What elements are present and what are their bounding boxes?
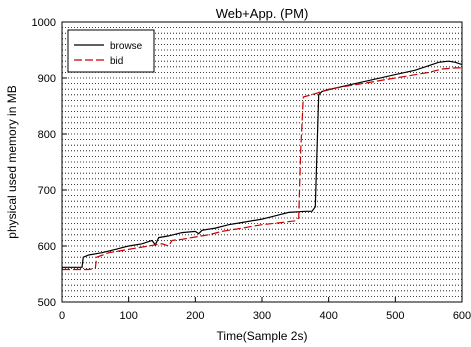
- x-tick-label: 500: [386, 310, 404, 322]
- plot-frame: [61, 21, 463, 303]
- y-tick-label: 1000: [32, 17, 56, 29]
- x-tick-label: 600: [453, 310, 471, 322]
- y-tick-label: 500: [38, 297, 56, 309]
- y-tick-label: 700: [38, 185, 56, 197]
- y-tick-label: 600: [38, 241, 56, 253]
- x-axis-title: Time(Sample 2s): [217, 329, 308, 343]
- series-lines: [62, 60, 463, 271]
- series-line-bid: [62, 67, 462, 271]
- series-line-browse: [62, 60, 463, 268]
- chart-title: Web+App. (PM): [216, 6, 309, 21]
- legend-label-browse: browse: [110, 41, 143, 52]
- legend-label-bid: bid: [110, 56, 123, 67]
- x-tick-label: 100: [119, 310, 137, 322]
- x-tick-label: 300: [253, 310, 271, 322]
- x-tick-label: 0: [59, 310, 65, 322]
- axis-ticks: 500 600 700 800 900 1000 0 100 200 300 400 500 600: [32, 17, 471, 322]
- legend: browse bid: [67, 29, 155, 73]
- y-tick-label: 800: [38, 129, 56, 141]
- x-tick-label: 400: [319, 310, 337, 322]
- y-axis-title: physical used memory in MB: [5, 85, 19, 238]
- y-tick-label: 900: [38, 73, 56, 85]
- legend-box: [67, 29, 155, 73]
- x-tick-label: 200: [186, 310, 204, 322]
